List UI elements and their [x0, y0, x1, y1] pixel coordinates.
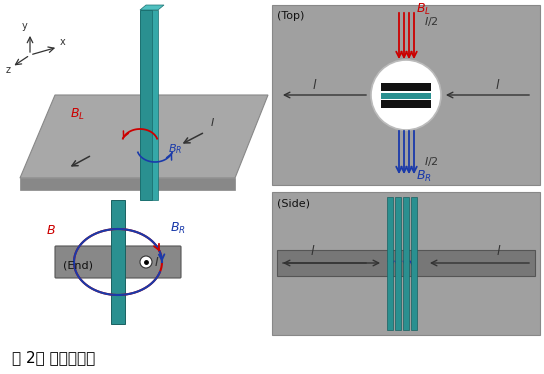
Polygon shape — [20, 178, 235, 190]
Text: 图 2： 建议的配置: 图 2： 建议的配置 — [12, 350, 95, 365]
Circle shape — [140, 256, 152, 268]
Circle shape — [371, 60, 441, 130]
Bar — [272, 192, 540, 335]
Bar — [140, 10, 152, 200]
Text: $I/2$: $I/2$ — [424, 155, 438, 168]
Bar — [381, 93, 431, 99]
Text: $B_L$: $B_L$ — [416, 2, 431, 17]
Polygon shape — [140, 5, 164, 10]
Text: $I/2$: $I/2$ — [424, 15, 438, 28]
Text: z: z — [6, 65, 11, 75]
Bar — [272, 5, 540, 185]
Bar — [395, 197, 401, 330]
Text: $l$: $l$ — [310, 244, 316, 258]
Bar — [277, 250, 535, 276]
Bar — [411, 197, 417, 330]
Bar — [381, 83, 431, 91]
Text: $B$: $B$ — [46, 224, 56, 237]
Bar — [152, 10, 158, 200]
Text: $I$: $I$ — [210, 116, 215, 128]
Bar — [403, 197, 409, 330]
Text: (Side): (Side) — [277, 198, 310, 208]
Text: $l$: $l$ — [312, 78, 317, 92]
FancyBboxPatch shape — [55, 246, 181, 278]
Text: x: x — [60, 37, 66, 47]
Bar — [381, 100, 431, 108]
Text: $l$: $l$ — [495, 78, 500, 92]
Polygon shape — [20, 95, 268, 178]
Text: $l$: $l$ — [496, 244, 502, 258]
Text: (Top): (Top) — [277, 11, 305, 21]
Text: $B_L$: $B_L$ — [70, 107, 85, 122]
Text: $I$: $I$ — [154, 256, 159, 269]
Text: (End): (End) — [63, 261, 93, 271]
Text: $B_R$: $B_R$ — [170, 221, 186, 236]
Text: $B_R$: $B_R$ — [168, 142, 182, 156]
Text: y: y — [22, 21, 28, 31]
Bar — [111, 200, 125, 324]
Bar — [387, 197, 393, 330]
Text: $B_R$: $B_R$ — [416, 169, 432, 184]
